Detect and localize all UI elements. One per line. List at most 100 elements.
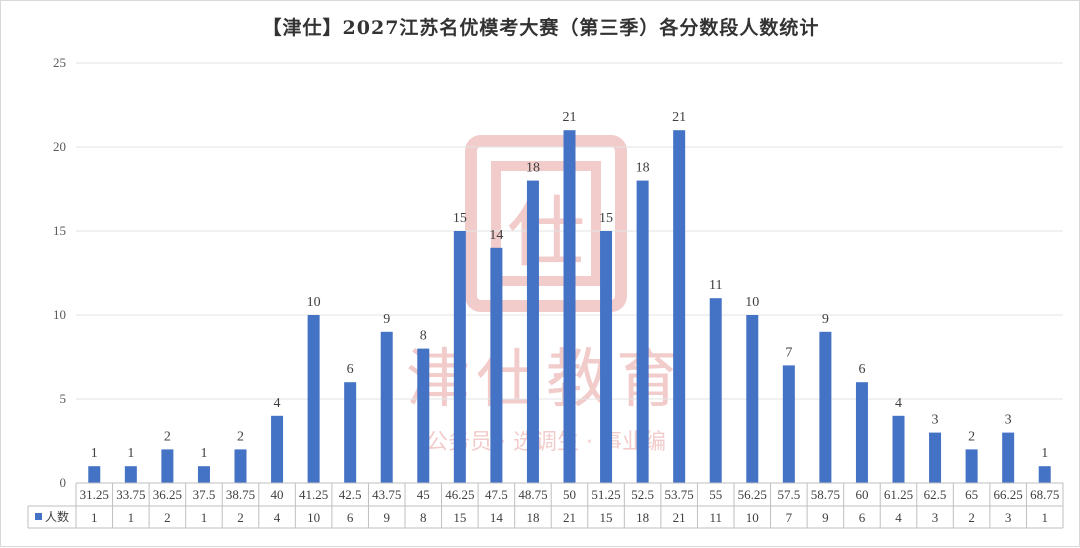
legend-series-name: 人数 — [45, 509, 69, 524]
data-label: 15 — [453, 211, 467, 226]
table-value-cell: 15 — [453, 510, 466, 525]
watermark-brand: 津仕教育 — [406, 343, 686, 417]
table-value-cell: 2 — [237, 510, 244, 525]
data-label: 2 — [237, 429, 244, 444]
data-label: 15 — [599, 211, 613, 226]
data-label: 9 — [822, 312, 829, 327]
table-value-cell: 14 — [490, 510, 504, 525]
bar — [380, 331, 393, 483]
data-table: 31.25 1 33.75 1 36.25 2 37.5 1 38.75 2 40 4 41.25 10 4… — [27, 482, 1064, 529]
data-label: 10 — [307, 295, 321, 310]
table-value-cell: 1 — [201, 510, 208, 525]
x-tick-label: 45 — [417, 487, 430, 502]
bar — [1038, 466, 1051, 483]
data-label: 3 — [1005, 413, 1012, 428]
bar — [88, 466, 101, 483]
bar — [929, 432, 942, 483]
x-tick-label: 40 — [271, 487, 284, 502]
x-tick-label: 65 — [965, 487, 978, 502]
data-label: 4 — [274, 396, 281, 411]
bar — [161, 449, 174, 483]
table-value-cell: 4 — [895, 510, 902, 525]
data-label: 21 — [672, 110, 686, 125]
bar — [1002, 432, 1015, 483]
chart-title: 【津仕】2027江苏名优模考大赛（第三季）各分数段人数统计 — [263, 16, 820, 39]
table-value-cell: 2 — [968, 510, 975, 525]
y-tick-label: 15 — [53, 223, 66, 238]
table-value-cell: 6 — [347, 510, 354, 525]
table-value-cell: 9 — [822, 510, 829, 525]
data-label: 18 — [526, 161, 540, 176]
x-tick-label: 46.25 — [445, 487, 474, 502]
y-tick-label: 5 — [60, 391, 67, 406]
bar — [636, 180, 649, 483]
data-label: 6 — [858, 362, 865, 377]
bar — [965, 449, 978, 483]
watermark-seal-inner — [491, 161, 601, 286]
data-label: 14 — [489, 228, 503, 243]
bar — [307, 315, 320, 483]
watermark-tagline: 公务员 · 选调生 · 事业编 — [426, 430, 666, 455]
table-value-cell: 9 — [383, 510, 390, 525]
table-value-cell: 21 — [563, 510, 576, 525]
y-tick-label: 20 — [53, 139, 66, 154]
data-label: 21 — [563, 110, 577, 125]
bar — [490, 247, 503, 483]
table-value-cell: 8 — [420, 510, 427, 525]
table-value-cell: 7 — [786, 510, 793, 525]
x-tick-label: 52.5 — [631, 487, 654, 502]
x-tick-label: 61.25 — [884, 487, 913, 502]
data-label: 1 — [1041, 446, 1048, 461]
bar-series — [88, 130, 1051, 483]
table-value-cell: 6 — [859, 510, 866, 525]
bar — [563, 130, 576, 483]
bar — [453, 231, 466, 483]
bar — [709, 298, 722, 483]
data-label: 4 — [895, 396, 902, 411]
bar — [417, 348, 430, 483]
data-label: 6 — [347, 362, 354, 377]
table-value-cell: 10 — [307, 510, 320, 525]
table-value-cell: 15 — [600, 510, 613, 525]
x-tick-label: 43.75 — [372, 487, 401, 502]
data-label: 1 — [200, 446, 207, 461]
data-label: 7 — [785, 345, 792, 360]
y-tick-label: 25 — [53, 55, 66, 70]
table-value-cell: 18 — [636, 510, 649, 525]
data-label: 9 — [383, 312, 390, 327]
bar — [197, 466, 210, 483]
x-tick-label: 53.75 — [665, 487, 694, 502]
x-tick-label: 51.25 — [591, 487, 620, 502]
y-tick-label: 10 — [53, 307, 66, 322]
bar — [855, 382, 868, 483]
data-label: 10 — [745, 295, 759, 310]
data-label: 11 — [709, 278, 722, 293]
x-tick-label: 31.25 — [80, 487, 109, 502]
x-tick-label: 60 — [855, 487, 868, 502]
table-value-cell: 3 — [1005, 510, 1012, 525]
x-tick-label: 42.5 — [339, 487, 362, 502]
x-tick-label: 50 — [563, 487, 576, 502]
x-tick-label: 47.5 — [485, 487, 508, 502]
bar — [892, 415, 905, 483]
bar — [234, 449, 247, 483]
x-tick-label: 56.25 — [738, 487, 767, 502]
table-value-cell: 2 — [164, 510, 171, 525]
table-value-cell: 10 — [746, 510, 759, 525]
bar — [782, 365, 795, 483]
x-tick-label: 41.25 — [299, 487, 328, 502]
bar — [344, 382, 357, 483]
bar — [526, 180, 539, 483]
x-tick-label: 37.5 — [193, 487, 216, 502]
x-tick-label: 55 — [709, 487, 722, 502]
x-tick-label: 66.25 — [994, 487, 1023, 502]
data-label: 18 — [636, 161, 650, 176]
bar — [124, 466, 137, 483]
table-value-cell: 1 — [128, 510, 135, 525]
bar — [673, 130, 686, 483]
table-value-cell: 21 — [673, 510, 686, 525]
data-label: 2 — [164, 429, 171, 444]
data-label: 3 — [932, 413, 939, 428]
